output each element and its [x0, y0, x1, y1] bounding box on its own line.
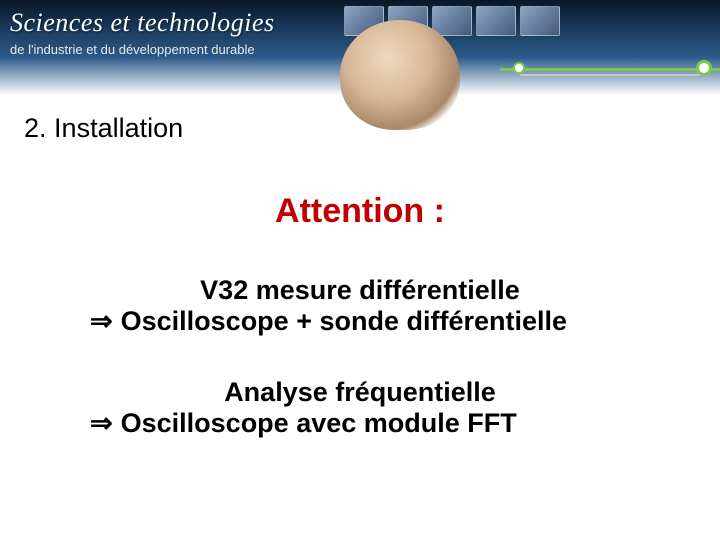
thumb-icon	[476, 6, 516, 36]
block-line-b-text: Oscilloscope avec module FFT	[121, 408, 517, 438]
banner-face-graphic	[340, 20, 460, 130]
section-title: Installation	[54, 113, 183, 143]
deco-node-icon	[696, 60, 712, 76]
thumb-icon	[520, 6, 560, 36]
block-line-b: ⇒ Oscilloscope + sonde différentielle	[30, 306, 690, 337]
header-banner: Sciences et technologies de l'industrie …	[0, 0, 720, 95]
banner-title-block: Sciences et technologies de l'industrie …	[10, 8, 275, 57]
attention-label: Attention :	[30, 192, 690, 231]
deco-node-icon	[513, 62, 525, 74]
block-line-b: ⇒ Oscilloscope avec module FFT	[30, 408, 690, 439]
block-line-a: V32 mesure différentielle	[30, 275, 690, 306]
banner-decoration	[490, 50, 720, 100]
content-block: Analyse fréquentielle ⇒ Oscilloscope avec…	[30, 377, 690, 439]
banner-subtitle: de l'industrie et du développement durab…	[10, 42, 275, 57]
section-heading: 2. Installation	[24, 113, 690, 144]
content-block: V32 mesure différentielle ⇒ Oscilloscope …	[30, 275, 690, 337]
arrow-icon: ⇒	[90, 408, 113, 439]
deco-line-green	[500, 68, 720, 71]
section-number: 2.	[24, 113, 47, 143]
deco-line-gray	[520, 74, 700, 76]
slide-content: 2. Installation Attention : V32 mesure d…	[0, 95, 720, 439]
block-line-b-text: Oscilloscope + sonde différentielle	[121, 306, 567, 336]
banner-title: Sciences et technologies	[10, 8, 275, 38]
block-line-a: Analyse fréquentielle	[30, 377, 690, 408]
arrow-icon: ⇒	[90, 306, 113, 337]
